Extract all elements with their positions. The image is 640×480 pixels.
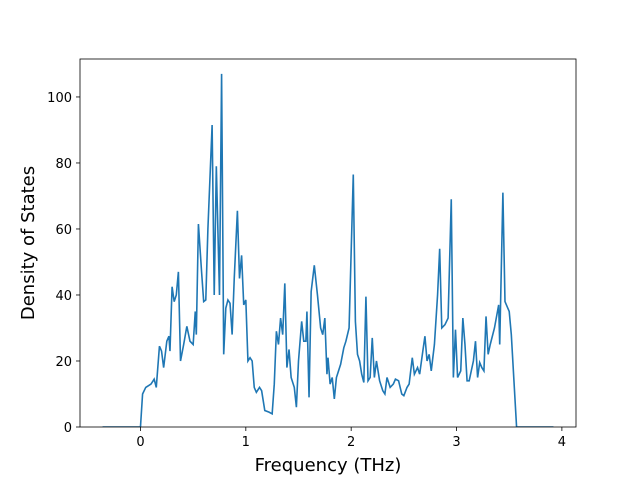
y-tick-label: 80	[55, 157, 72, 172]
x-tick-label: 0	[136, 435, 144, 450]
dos-line	[102, 73, 554, 427]
y-axis-label: Density of States	[18, 166, 39, 320]
y-tick-label: 20	[55, 355, 72, 370]
y-tick-label: 60	[55, 223, 72, 238]
x-tick-label: 4	[558, 435, 566, 450]
y-tick-label: 100	[47, 91, 72, 106]
x-tick-label: 2	[347, 435, 355, 450]
x-tick-label: 3	[452, 435, 460, 450]
x-tick-label: 1	[242, 435, 250, 450]
plot-frame	[79, 58, 577, 428]
y-tick-label: 40	[55, 289, 72, 304]
y-tick-label: 0	[64, 421, 72, 436]
x-axis-label: Frequency (THz)	[255, 455, 402, 476]
